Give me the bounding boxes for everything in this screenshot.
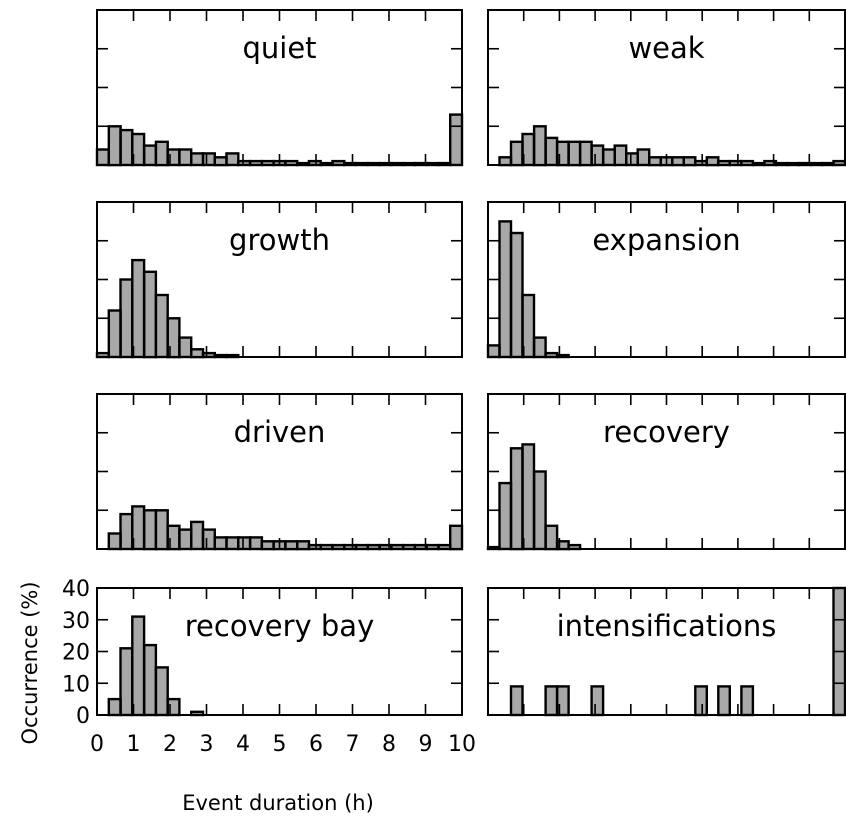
panel-title: growth: [229, 223, 330, 257]
panels-group: quiet weak growth expansion driven recovery re…: [95, 9, 846, 717]
y-tick-label: 30: [62, 609, 90, 634]
x-axis-title: Event duration (h): [182, 791, 374, 815]
x-tick-label: 6: [309, 732, 323, 757]
panel-intensifications: intensifications: [487, 586, 846, 717]
panel-title: quiet: [242, 31, 316, 65]
histogram-fill: [488, 126, 845, 165]
histogram-fill: [97, 260, 462, 357]
panel-driven: driven: [96, 393, 464, 551]
x-tick-label: 3: [200, 732, 214, 757]
y-tick-label: 0: [76, 704, 90, 729]
panel-title: driven: [234, 415, 326, 449]
panel-title: recovery bay: [185, 609, 374, 643]
panel-weak: weak: [487, 9, 846, 167]
x-tick-label: 8: [382, 732, 396, 757]
y-tick-label: 40: [62, 577, 90, 602]
y-tick-labels: 0 10 20 30 40: [62, 577, 90, 729]
x-tick-label: 7: [346, 732, 360, 757]
panel-title: intensifications: [557, 609, 777, 643]
x-tick-labels: 0 1 2 3 4 5 6 7 8 9 10: [90, 732, 476, 757]
histogram-fill: [488, 221, 845, 357]
x-tick-label: 1: [127, 732, 141, 757]
histogram-fill: [488, 444, 845, 549]
y-tick-label: 10: [62, 672, 90, 697]
histogram-fill: [97, 114, 462, 165]
histogram-fill: [488, 588, 845, 715]
panel-growth: growth: [95, 201, 463, 359]
x-tick-label: 2: [163, 732, 177, 757]
y-axis-title: Occurrence (%): [18, 581, 42, 744]
histogram-fill: [97, 506, 462, 549]
x-tick-label: 0: [90, 732, 104, 757]
panel-expansion: expansion: [486, 201, 846, 359]
panel-recovery-bay: recovery bay: [96, 587, 463, 717]
x-tick-label: 5: [273, 732, 287, 757]
x-tick-label: 9: [419, 732, 433, 757]
panel-recovery: recovery: [486, 393, 846, 551]
panel-frame: [487, 587, 846, 716]
x-tick-label: 4: [236, 732, 250, 757]
panel-title: weak: [628, 31, 704, 65]
panel-title: expansion: [592, 223, 740, 257]
x-tick-label: 10: [448, 732, 476, 757]
panel-quiet: quiet: [95, 9, 464, 167]
panel-title: recovery: [603, 415, 730, 449]
y-tick-label: 20: [62, 641, 90, 666]
